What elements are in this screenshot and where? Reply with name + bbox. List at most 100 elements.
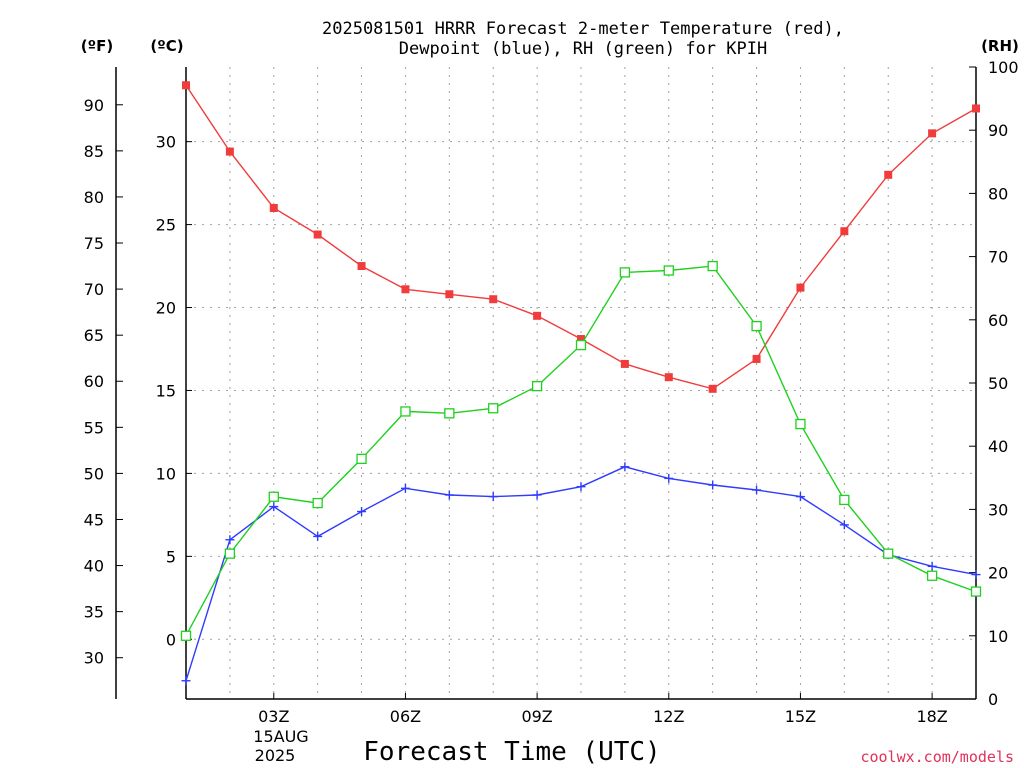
dewpoint-point — [181, 676, 191, 686]
temperature-point — [928, 129, 937, 138]
rh-point — [224, 548, 236, 559]
rh-tick-label: 50 — [988, 374, 1008, 393]
axes — [115, 67, 977, 700]
temperature-point — [533, 311, 542, 320]
rh-tick-label: 30 — [988, 500, 1008, 519]
celsius-tick-label: 25 — [156, 216, 176, 235]
rh-tick-label: 100 — [988, 58, 1019, 77]
rh-point — [444, 408, 455, 419]
data-series — [180, 81, 982, 686]
dewpoint-point — [225, 535, 235, 545]
rh-point — [839, 494, 850, 506]
x-tick-label: 18Z — [916, 707, 947, 726]
rh-point — [707, 260, 718, 272]
x-tick-label: 03Z — [258, 707, 289, 726]
fahrenheit-tick-label: 75 — [84, 234, 104, 253]
rh-point — [970, 586, 982, 597]
temperature-point — [664, 373, 673, 382]
temperature-point — [708, 384, 717, 393]
temperature-point — [401, 285, 410, 294]
temperature-point — [840, 227, 849, 236]
dewpoint-series-line — [185, 466, 977, 682]
dewpoint-point — [444, 490, 454, 500]
celsius-tick-label: 5 — [166, 547, 176, 566]
rh-point — [312, 497, 323, 509]
temperature-point — [577, 335, 585, 344]
tick-labels: 03Z 06Z 09Z 12Z 15Z 18Z 0 5 10 15 20 25 30 30 35 40 45 50… — [84, 58, 1019, 726]
fahrenheit-tick-label: 60 — [84, 372, 104, 391]
dewpoint-point — [664, 473, 674, 483]
rh-tick-label: 70 — [988, 248, 1008, 267]
fahrenheit-tick-label: 40 — [84, 557, 104, 576]
dewpoint-point — [752, 485, 762, 495]
rh-tick-label: 90 — [988, 121, 1008, 140]
rh-unit-label: (RH) — [981, 37, 1019, 55]
dewpoint-point — [532, 490, 542, 500]
celsius-tick-label: 30 — [156, 133, 176, 152]
rh-tick-label: 60 — [988, 311, 1008, 330]
chart-title-line-2: Dewpoint (blue), RH (green) for KPIH — [399, 39, 767, 59]
temperature-point — [357, 262, 366, 271]
temperature-point — [445, 290, 454, 299]
fahrenheit-tick-label: 35 — [84, 603, 104, 622]
temperature-point — [620, 359, 629, 368]
fahrenheit-tick-label: 50 — [84, 464, 104, 483]
rh-point — [531, 381, 543, 392]
temperature-point — [884, 170, 893, 179]
fahrenheit-tick-label: 70 — [84, 280, 104, 299]
temperature-point — [313, 230, 322, 239]
rh-point — [663, 265, 674, 276]
x-axis-title: Forecast Time (UTC) — [363, 737, 660, 767]
fahrenheit-tick-label: 30 — [84, 649, 104, 668]
celsius-tick-label: 10 — [156, 464, 176, 483]
x-tick-label: 06Z — [390, 707, 421, 726]
temperature-point — [796, 283, 805, 292]
rh-point — [751, 320, 762, 332]
temperature-point — [972, 104, 980, 113]
dewpoint-point — [927, 561, 937, 571]
rh-point — [619, 267, 631, 278]
temperature-point — [225, 147, 234, 156]
x-tick-label: 09Z — [521, 707, 552, 726]
fahrenheit-tick-label: 55 — [84, 418, 104, 437]
dewpoint-point — [357, 507, 367, 517]
grid-lines — [186, 67, 976, 699]
rh-point — [400, 406, 411, 417]
rh-tick-label: 80 — [988, 184, 1008, 203]
rh-point — [356, 453, 367, 464]
fahrenheit-tick-label: 65 — [84, 326, 104, 345]
x-tick-label: 15Z — [785, 707, 816, 726]
temperature-point — [269, 203, 278, 212]
dewpoint-point — [313, 531, 323, 541]
rh-point — [883, 548, 894, 559]
temperature-point — [752, 354, 761, 363]
rh-tick-label: 20 — [988, 564, 1008, 583]
site-credit: coolwx.com/models — [860, 748, 1014, 766]
rh-point — [926, 570, 938, 581]
rh-point — [180, 630, 192, 641]
celsius-tick-label: 20 — [156, 299, 176, 318]
rh-point — [795, 418, 806, 430]
x-tick-label: 12Z — [653, 707, 684, 726]
dewpoint-point — [971, 570, 981, 580]
date-day-label: 15AUG — [253, 727, 308, 746]
chart-title-line-1: 2025081501 HRRR Forecast 2-meter Tempera… — [322, 19, 844, 39]
temperature-point — [489, 295, 498, 304]
celsius-tick-label: 0 — [166, 630, 176, 649]
dewpoint-point — [795, 492, 805, 502]
celsius-tick-label: 15 — [156, 381, 176, 400]
rh-point — [488, 403, 499, 414]
date-year-label: 2025 — [255, 746, 296, 765]
fahrenheit-tick-label: 45 — [84, 510, 104, 529]
dewpoint-point — [708, 480, 718, 490]
rh-tick-label: 10 — [988, 627, 1008, 646]
dewpoint-point — [620, 462, 630, 472]
dewpoint-point — [839, 520, 849, 530]
fahrenheit-tick-label: 90 — [84, 96, 104, 115]
dewpoint-point — [488, 492, 498, 502]
rh-point — [268, 491, 279, 502]
dewpoint-point — [400, 483, 410, 493]
fahrenheit-tick-label: 80 — [84, 188, 104, 207]
fahrenheit-unit-label: (ºF) — [81, 37, 113, 55]
